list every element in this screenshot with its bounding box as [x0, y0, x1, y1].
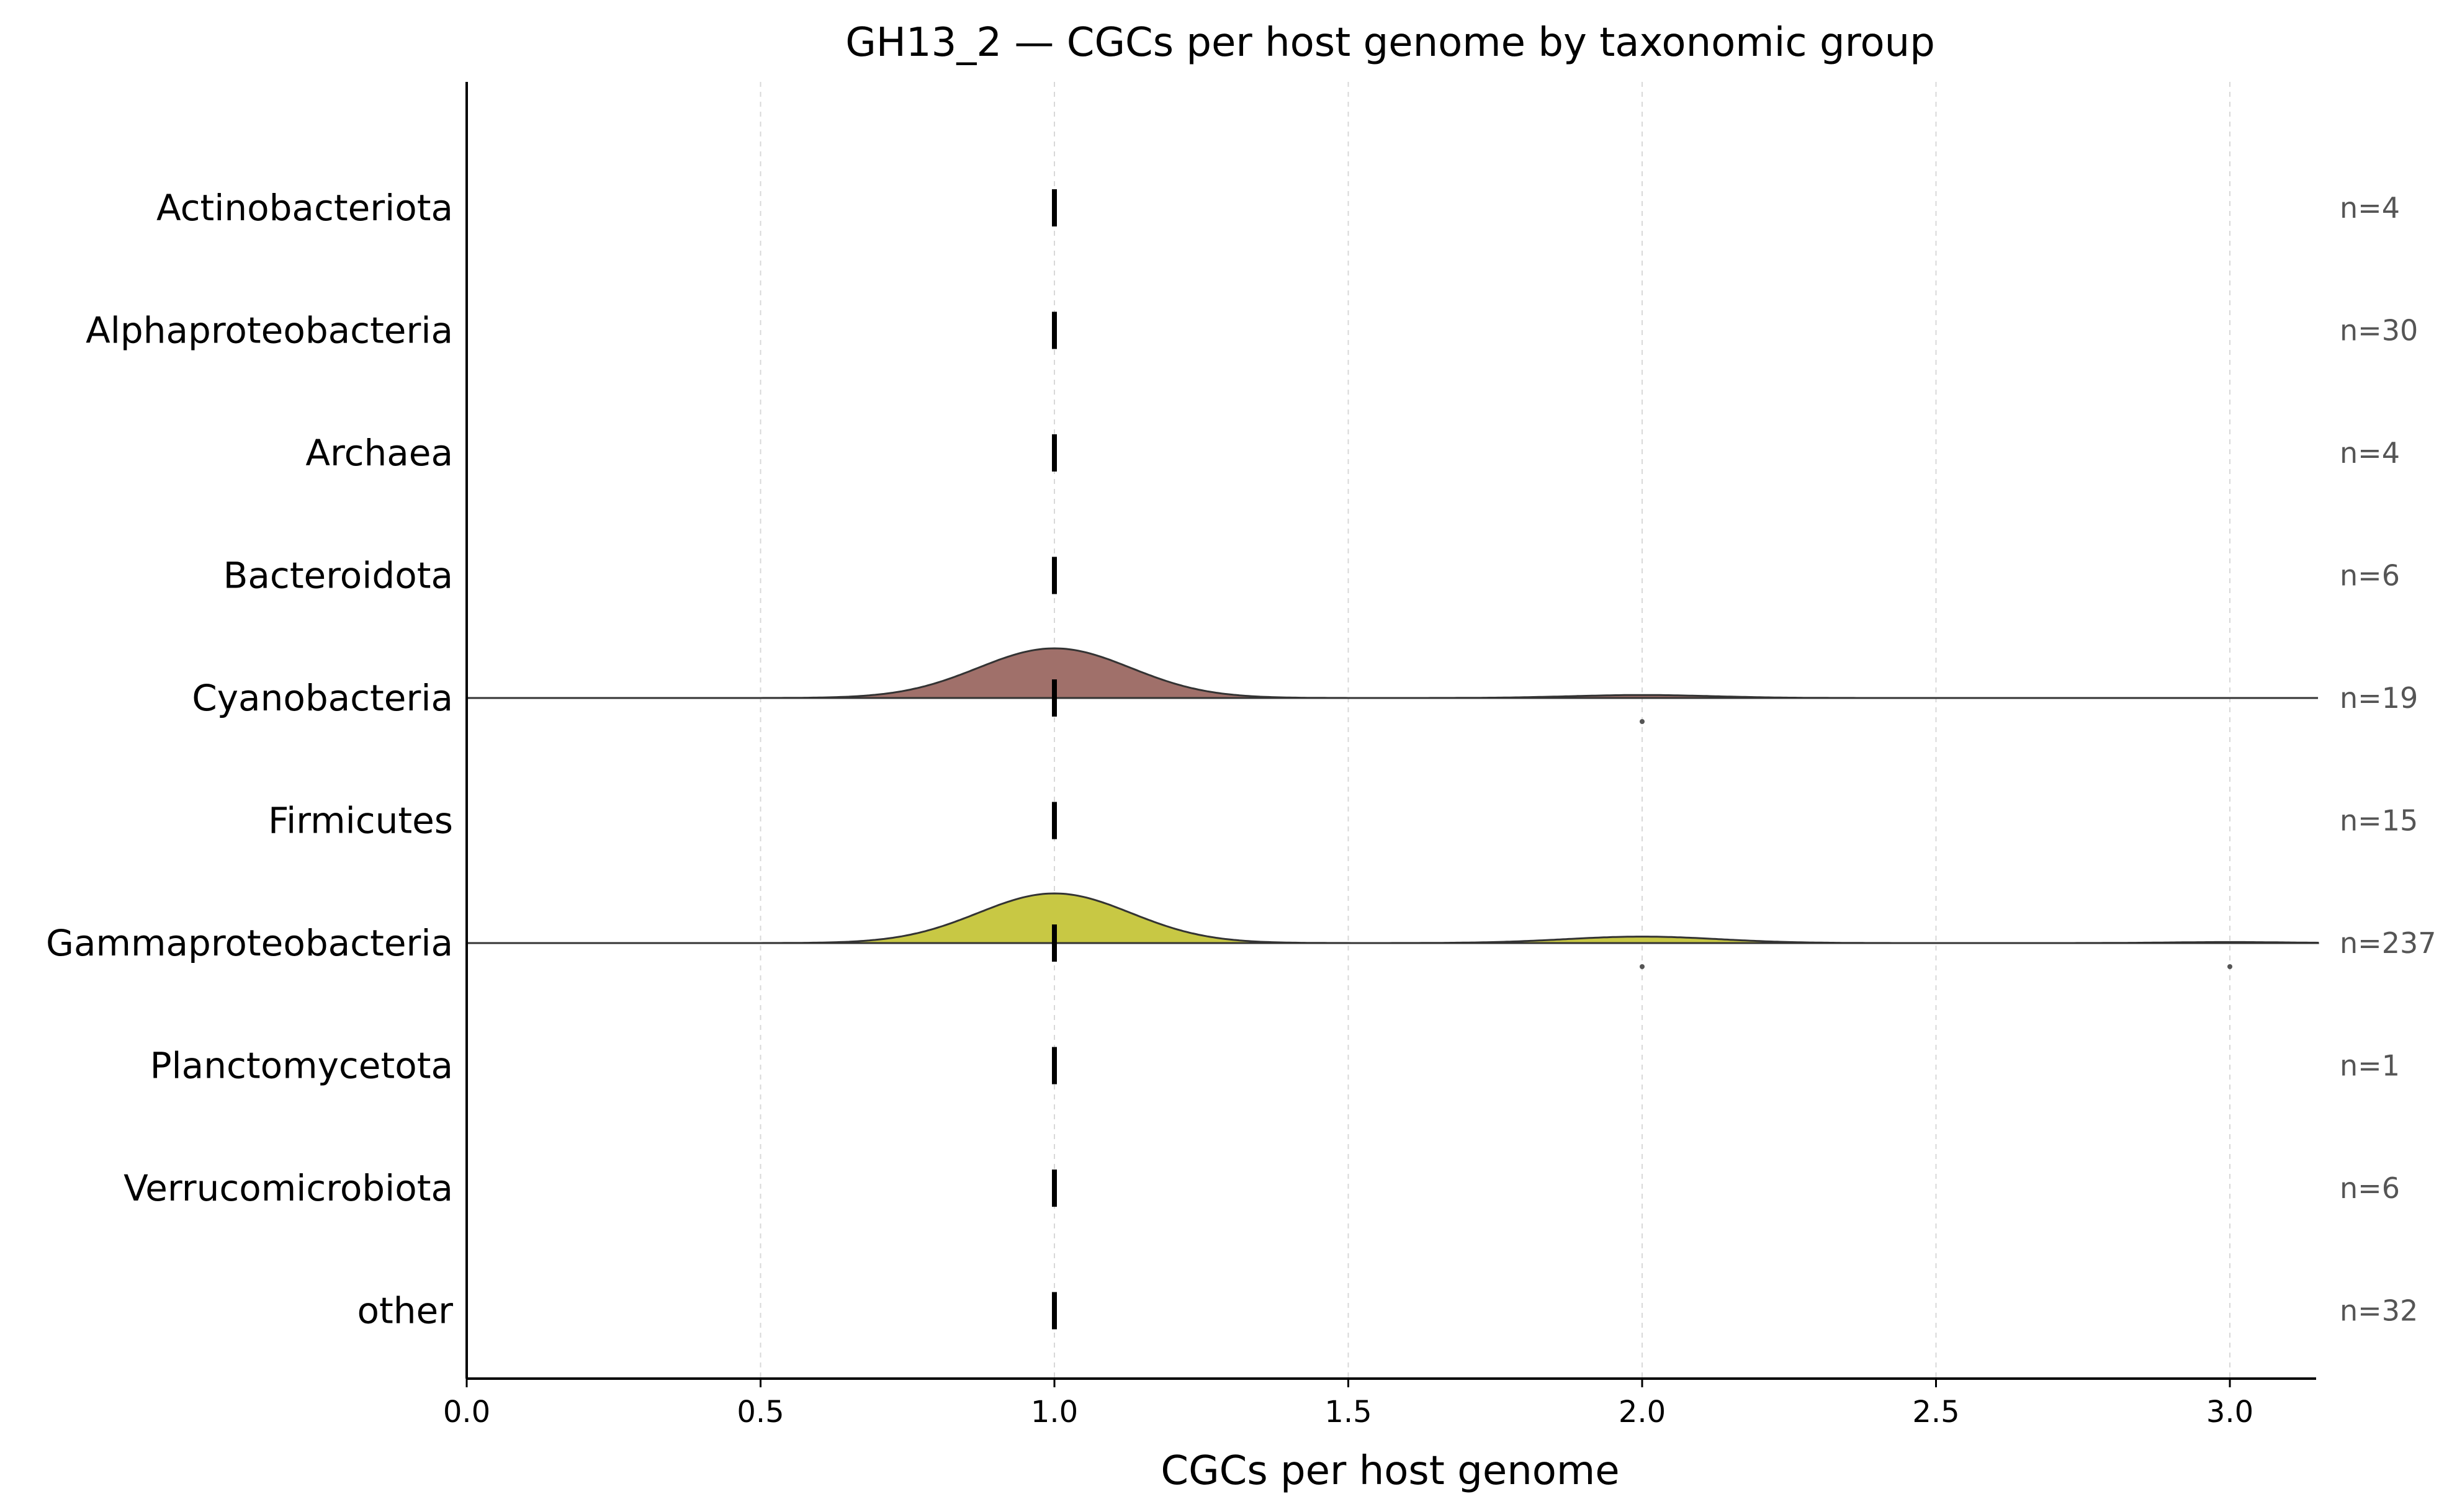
- group-labels: Actinobacteriota Alphaproteobacteria Archa…: [46, 187, 453, 1332]
- group-count-firmicutes: n=15: [2340, 804, 2418, 838]
- group-count-archaea: n=4: [2340, 436, 2400, 470]
- axes: [465, 82, 2316, 1380]
- grid-layer: [466, 82, 2230, 1379]
- group-label-archaea: Archaea: [305, 432, 453, 474]
- group-label-firmicutes: Firmicutes: [268, 800, 453, 842]
- outlier-point-gammaproteobacteria-0: [1640, 964, 1645, 969]
- x-tick-label-6: 3.0: [2206, 1395, 2253, 1429]
- group-label-actinobacteriota: Actinobacteriota: [156, 187, 453, 229]
- group-count-gammaproteobacteria: n=237: [2340, 926, 2437, 960]
- group-count-cyanobacteria: n=19: [2340, 681, 2418, 715]
- x-tick-label-4: 2.0: [1619, 1395, 1666, 1429]
- x-tick-label-3: 1.5: [1324, 1395, 1372, 1429]
- ridge-layer: [467, 647, 2319, 969]
- group-count-other: n=32: [2340, 1294, 2418, 1328]
- x-axis-label: CGCs per host genome: [1161, 1448, 1619, 1494]
- group-count-verrucomicrobiota: n=6: [2340, 1171, 2400, 1205]
- group-label-alphaproteobacteria: Alphaproteobacteria: [86, 310, 453, 352]
- group-count-alphaproteobacteria: n=30: [2340, 314, 2418, 347]
- group-label-planctomycetota: Planctomycetota: [150, 1045, 453, 1087]
- chart-title: GH13_2 — CGCs per host genome by taxonom…: [845, 20, 1935, 66]
- outlier-point-cyanobacteria-0: [1640, 719, 1645, 724]
- group-label-verrucomicrobiota: Verrucomicrobiota: [124, 1167, 453, 1209]
- group-label-bacteroidota: Bacteroidota: [223, 555, 453, 597]
- group-label-gammaproteobacteria: Gammaproteobacteria: [46, 922, 453, 964]
- group-count-planctomycetota: n=1: [2340, 1049, 2400, 1083]
- group-label-other: other: [357, 1290, 453, 1332]
- x-tick-label-1: 0.5: [737, 1395, 784, 1429]
- group-counts: n=4 n=30 n=4 n=6 n=19 n=15 n=237 n=1 n=6 n=32: [2340, 191, 2437, 1328]
- x-tick-label-2: 1.0: [1031, 1395, 1078, 1429]
- x-tick-label-5: 2.5: [1912, 1395, 1959, 1429]
- density-ridge-cyanobacteria: [467, 647, 2319, 699]
- group-count-actinobacteriota: n=4: [2340, 191, 2400, 225]
- x-ticks: 0.0 0.5 1.0 1.5 2.0 2.5 3.0: [443, 1379, 2253, 1429]
- density-ridge-gammaproteobacteria: [467, 892, 2319, 944]
- group-label-cyanobacteria: Cyanobacteria: [192, 677, 453, 719]
- outlier-point-gammaproteobacteria-1: [2227, 964, 2232, 969]
- x-tick-label-0: 0.0: [443, 1395, 490, 1429]
- group-count-bacteroidota: n=6: [2340, 559, 2400, 593]
